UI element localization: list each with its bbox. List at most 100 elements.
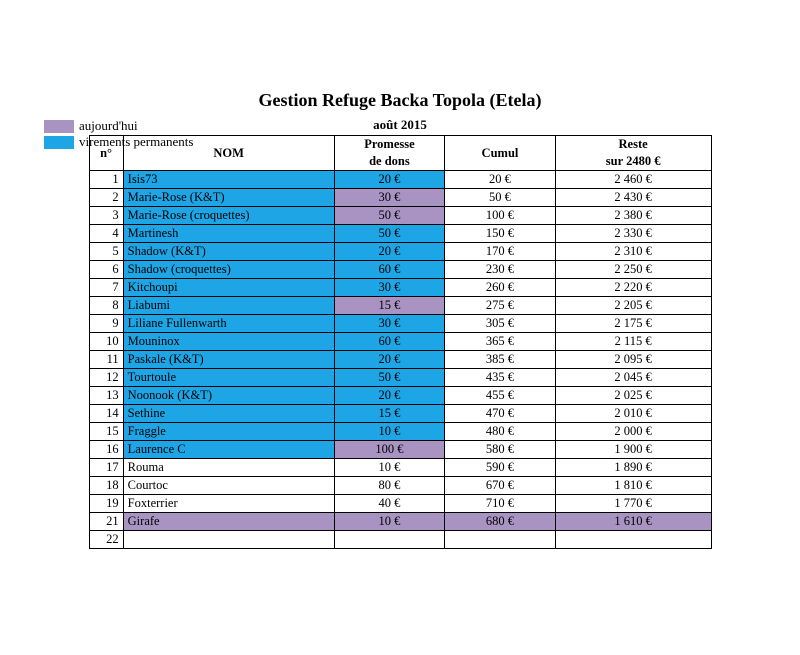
table-row: 5Shadow (K&T)20 €170 €2 310 €: [89, 243, 711, 261]
cell-reste: 2 000 €: [555, 423, 711, 441]
cell-cumul: 470 €: [445, 405, 556, 423]
cell-reste: 1 770 €: [555, 495, 711, 513]
cell-reste: 2 205 €: [555, 297, 711, 315]
cell-nom: Mouninox: [123, 333, 334, 351]
cell-reste: 2 430 €: [555, 189, 711, 207]
cell-reste: 2 025 €: [555, 387, 711, 405]
swatch-perm: [44, 136, 74, 149]
cell-cumul: 480 €: [445, 423, 556, 441]
cell-reste: 2 115 €: [555, 333, 711, 351]
cell-n: 2: [89, 189, 123, 207]
cell-nom: Liabumi: [123, 297, 334, 315]
cell-reste: 2 460 €: [555, 171, 711, 189]
table-row: 18Courtoc80 €670 €1 810 €: [89, 477, 711, 495]
cell-nom: Marie-Rose (K&T): [123, 189, 334, 207]
cell-n: 6: [89, 261, 123, 279]
cell-nom: Courtoc: [123, 477, 334, 495]
cell-n: 18: [89, 477, 123, 495]
cell-cumul: 20 €: [445, 171, 556, 189]
cell-n: 22: [89, 531, 123, 549]
page-title: Gestion Refuge Backa Topola (Etela): [0, 90, 800, 111]
cell-cumul: 590 €: [445, 459, 556, 477]
cell-promesse: 50 €: [334, 207, 445, 225]
cell-promesse: [334, 531, 445, 549]
legend-row-today: aujourd'hui: [44, 118, 193, 134]
table-row: 2Marie-Rose (K&T)30 €50 €2 430 €: [89, 189, 711, 207]
swatch-today: [44, 120, 74, 133]
cell-nom: Noonook (K&T): [123, 387, 334, 405]
cell-promesse: 30 €: [334, 279, 445, 297]
table-row: 11Paskale (K&T)20 €385 €2 095 €: [89, 351, 711, 369]
cell-n: 3: [89, 207, 123, 225]
cell-nom: Shadow (croquettes): [123, 261, 334, 279]
cell-nom: Girafe: [123, 513, 334, 531]
table-row: 1Isis7320 €20 €2 460 €: [89, 171, 711, 189]
cell-promesse: 20 €: [334, 387, 445, 405]
cell-promesse: 20 €: [334, 243, 445, 261]
header-reste-l2: sur 2480 €: [606, 154, 661, 168]
cell-n: 19: [89, 495, 123, 513]
cell-cumul: 455 €: [445, 387, 556, 405]
cell-reste: 2 095 €: [555, 351, 711, 369]
cell-nom: Marie-Rose (croquettes): [123, 207, 334, 225]
table-row: 16Laurence C100 €580 €1 900 €: [89, 441, 711, 459]
cell-reste: 2 220 €: [555, 279, 711, 297]
legend-row-perm: virements permanents: [44, 134, 193, 150]
header-reste: Reste sur 2480 €: [555, 136, 711, 171]
cell-nom: Liliane Fullenwarth: [123, 315, 334, 333]
table-body: 1Isis7320 €20 €2 460 €2Marie-Rose (K&T)3…: [89, 171, 711, 549]
cell-cumul: 710 €: [445, 495, 556, 513]
cell-cumul: 150 €: [445, 225, 556, 243]
cell-reste: 2 175 €: [555, 315, 711, 333]
cell-cumul: 275 €: [445, 297, 556, 315]
table-row: 10Mouninox60 €365 €2 115 €: [89, 333, 711, 351]
cell-cumul: 365 €: [445, 333, 556, 351]
cell-promesse: 40 €: [334, 495, 445, 513]
table-row: 7Kitchoupi30 €260 €2 220 €: [89, 279, 711, 297]
table-row: 13Noonook (K&T)20 €455 €2 025 €: [89, 387, 711, 405]
cell-reste: 2 310 €: [555, 243, 711, 261]
cell-cumul: 100 €: [445, 207, 556, 225]
table-container: n° NOM Promesse de dons Cumul Reste sur …: [89, 135, 712, 549]
cell-n: 14: [89, 405, 123, 423]
cell-nom: [123, 531, 334, 549]
cell-promesse: 20 €: [334, 351, 445, 369]
header-promesse-l2: de dons: [369, 154, 410, 168]
cell-promesse: 60 €: [334, 261, 445, 279]
cell-n: 7: [89, 279, 123, 297]
legend-label-perm: virements permanents: [79, 134, 193, 150]
cell-cumul: 385 €: [445, 351, 556, 369]
table-row: 15Fraggle10 €480 €2 000 €: [89, 423, 711, 441]
cell-reste: [555, 531, 711, 549]
cell-promesse: 30 €: [334, 189, 445, 207]
cell-nom: Laurence C: [123, 441, 334, 459]
cell-nom: Rouma: [123, 459, 334, 477]
cell-reste: 1 900 €: [555, 441, 711, 459]
table-row: 3Marie-Rose (croquettes)50 €100 €2 380 €: [89, 207, 711, 225]
table-row: 17Rouma10 €590 €1 890 €: [89, 459, 711, 477]
cell-n: 16: [89, 441, 123, 459]
cell-n: 9: [89, 315, 123, 333]
cell-promesse: 15 €: [334, 297, 445, 315]
cell-nom: Isis73: [123, 171, 334, 189]
cell-n: 17: [89, 459, 123, 477]
table-row: 21Girafe10 €680 €1 610 €: [89, 513, 711, 531]
cell-reste: 2 380 €: [555, 207, 711, 225]
cell-n: 1: [89, 171, 123, 189]
cell-nom: Shadow (K&T): [123, 243, 334, 261]
table-row: 6Shadow (croquettes)60 €230 €2 250 €: [89, 261, 711, 279]
cell-promesse: 50 €: [334, 369, 445, 387]
cell-reste: 1 890 €: [555, 459, 711, 477]
header-cumul: Cumul: [445, 136, 556, 171]
cell-reste: 1 810 €: [555, 477, 711, 495]
cell-promesse: 100 €: [334, 441, 445, 459]
cell-cumul: 670 €: [445, 477, 556, 495]
legend: aujourd'hui virements permanents: [44, 118, 193, 150]
cell-cumul: [445, 531, 556, 549]
cell-n: 15: [89, 423, 123, 441]
cell-reste: 2 045 €: [555, 369, 711, 387]
header-promesse: Promesse de dons: [334, 136, 445, 171]
cell-nom: Sethine: [123, 405, 334, 423]
cell-reste: 2 250 €: [555, 261, 711, 279]
cell-nom: Paskale (K&T): [123, 351, 334, 369]
